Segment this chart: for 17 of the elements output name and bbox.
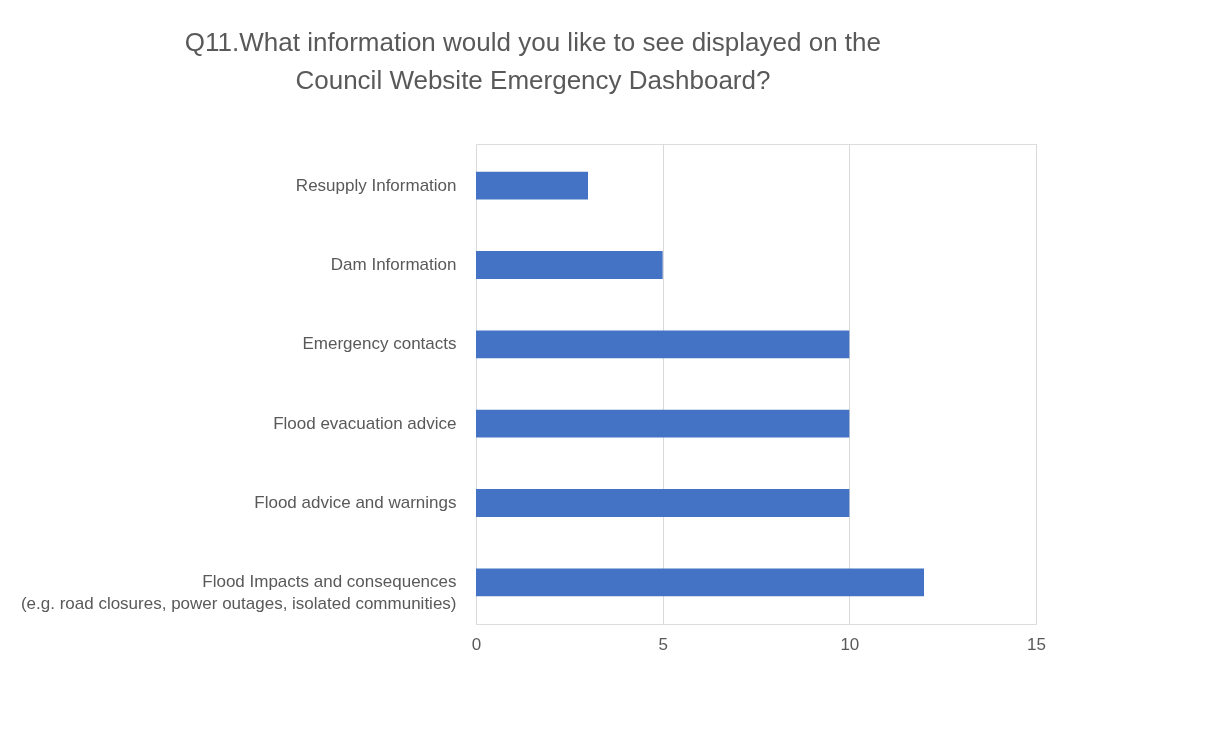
bar <box>476 409 850 438</box>
x-tick-label: 15 <box>1027 634 1046 654</box>
y-tick-label: Flood Impacts and consequences (e.g. road closures, power outages, isolated communities) <box>20 572 457 614</box>
x-tick-label: 5 <box>658 634 668 654</box>
y-tick-label: Flood advice and warnings <box>254 493 457 513</box>
y-tick-label: Resupply Information <box>295 175 457 195</box>
chart-title: Q11.What information would you like to see displayed on the Council Website Emergency Dashboard? <box>184 27 881 95</box>
bar <box>476 171 588 200</box>
x-tick-label: 10 <box>840 634 860 654</box>
y-tick-label: Flood evacuation advice <box>273 413 457 433</box>
y-tick-label: Emergency contacts <box>302 334 457 354</box>
bar <box>476 251 663 279</box>
bar <box>476 568 924 597</box>
x-tick-label: 0 <box>471 634 482 654</box>
bar <box>476 489 850 517</box>
bar <box>476 330 850 359</box>
y-tick-label: Dam Information <box>330 254 457 274</box>
